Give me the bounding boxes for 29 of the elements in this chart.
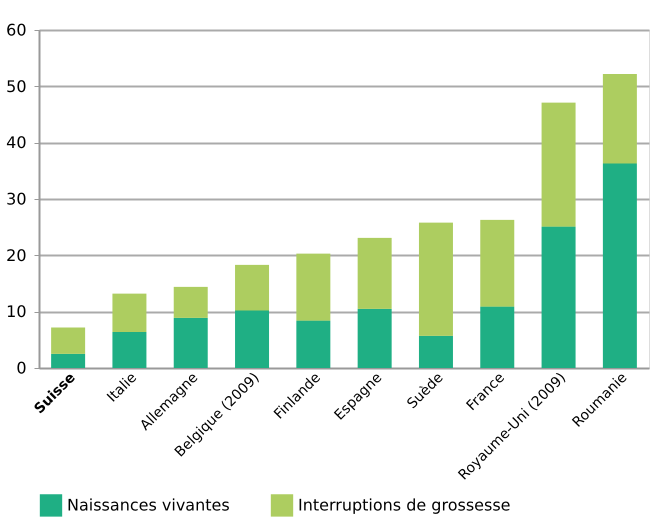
bar [174,318,208,368]
bar [112,332,146,368]
y-tick-label: 0 [16,358,26,378]
bar [296,254,330,321]
bar [480,306,514,368]
bar [358,238,392,309]
legend-label: Naissances vivantes [67,495,230,514]
bar [418,222,453,336]
bar [235,264,270,311]
y-tick-label: 40 [6,133,26,152]
y-tick-label: 50 [6,76,26,96]
bar [542,226,576,368]
y-tick-label: 20 [6,246,26,265]
bar [418,336,453,368]
bar [112,294,146,332]
legend-label: Interruptions de grossesse [298,495,511,514]
y-tick-label: 30 [6,190,26,208]
y-tick-label: 10 [6,302,26,322]
bar [602,164,637,368]
bar [174,286,208,318]
bar [51,354,86,368]
bar [602,74,637,164]
bar [358,308,392,368]
bar [296,320,330,368]
bar [480,220,514,307]
bar [51,327,86,354]
y-tick-label: 60 [6,20,26,40]
bar [542,102,576,227]
bar [235,310,270,368]
